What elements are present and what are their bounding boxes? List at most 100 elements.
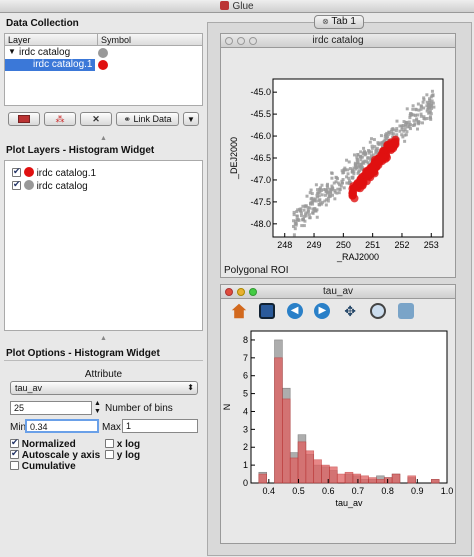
xlog-option[interactable]: x log <box>105 439 140 450</box>
scatter-point-gray <box>356 152 360 156</box>
scatter-point-gray <box>370 144 374 148</box>
layer-color-dot <box>23 180 34 190</box>
scatter-plot[interactable]: 248 249 250 251 252 253 -45.0 -45.5 -46.0 -46.5 -4… <box>221 49 455 264</box>
dots-icon: ⁂ <box>55 114 65 124</box>
histogram-plot[interactable]: 0.4 0.5 0.6 0.7 0.8 0.9 1.0 0 1 2 3 4 5 6 7 8 tau_av N <box>221 323 455 545</box>
scatter-point-gray <box>315 193 319 197</box>
tree-expand-icon[interactable]: ▼ <box>8 47 16 56</box>
plot-layers-list[interactable]: irdc catalog.1 irdc catalog <box>4 160 203 331</box>
link-data-button[interactable]: ⚭ Link Data <box>116 112 179 126</box>
scatter-point-gray <box>394 129 398 133</box>
tab-1[interactable]: ⊗ Tab 1 <box>314 15 364 29</box>
scatter-point-gray <box>324 189 328 193</box>
minimize-window-icon[interactable] <box>237 37 245 45</box>
cumulative-label: Cumulative <box>21 461 76 472</box>
scatter-point-gray <box>387 130 391 134</box>
min-input[interactable]: 0.34 <box>25 419 99 433</box>
scatter-point-gray <box>370 146 374 150</box>
ylog-option[interactable]: y log <box>105 450 140 461</box>
layer-item[interactable]: irdc catalog.1 <box>12 166 97 179</box>
histogram-window: tau_av ◀ ▶ ✥ 0.4 0.5 0.6 0.7 0.8 0.9 1.0 0 1 2 3 4 5… <box>220 284 456 544</box>
scatter-point-gray <box>414 107 418 111</box>
tree-item-irdc-catalog-1[interactable]: irdc catalog.1 <box>5 59 95 71</box>
attribute-combo[interactable]: tau_av ⬍ <box>10 381 198 395</box>
scatter-point-gray <box>408 127 412 131</box>
scatter-point-gray <box>369 150 373 154</box>
forward-icon[interactable]: ▶ <box>314 303 331 319</box>
close-tab-icon[interactable]: ⊗ <box>322 17 329 26</box>
bins-input[interactable]: 25 <box>10 401 92 415</box>
histogram-window-title: tau_av <box>322 286 354 297</box>
data-collection-tree[interactable]: Layer Symbol ▼ irdc catalog irdc catalog… <box>4 33 203 106</box>
scatter-point-gray <box>316 191 320 195</box>
pan-icon[interactable]: ✥ <box>344 303 356 319</box>
delete-button[interactable]: ✕ <box>80 112 112 126</box>
layer-item[interactable]: irdc catalog <box>12 179 88 192</box>
scatter-point-gray <box>416 102 420 106</box>
x-tick-label: 252 <box>394 240 409 250</box>
scatter-point-gray <box>334 175 338 179</box>
close-window-icon[interactable] <box>225 288 233 296</box>
y-axis-label: _DEJ2000 <box>229 137 239 180</box>
scatter-point-gray <box>338 188 342 192</box>
scatter-point-gray <box>369 137 373 141</box>
scatter-point-gray <box>292 219 296 223</box>
autoscale-checkbox[interactable] <box>10 448 19 459</box>
scatter-point-gray <box>294 223 298 227</box>
layer-checkbox[interactable] <box>12 166 21 177</box>
scatter-point-gray <box>293 227 297 231</box>
splitter-handle[interactable]: ▲ <box>100 335 107 342</box>
min-label: Min <box>10 422 27 433</box>
scatter-point-gray <box>301 204 305 208</box>
scatter-point-gray <box>304 214 308 218</box>
histogram-bar-red <box>360 475 369 484</box>
symbol-dot-red[interactable] <box>98 60 108 70</box>
bins-stepper[interactable]: ▲ ▼ <box>94 400 101 415</box>
autoscale-option[interactable]: Autoscale y axis <box>10 448 100 461</box>
max-input[interactable]: 1 <box>122 419 198 433</box>
new-subset-button[interactable]: ⁂ <box>44 112 76 126</box>
min-value: 0.34 <box>30 422 48 432</box>
ylog-checkbox[interactable] <box>105 450 114 459</box>
more-button[interactable]: ▼ <box>183 112 199 126</box>
link-icon: ⚭ <box>123 114 131 124</box>
normalized-option[interactable]: Normalized <box>10 437 76 450</box>
scatter-point-gray <box>426 106 430 110</box>
folder-icon <box>18 115 30 123</box>
minimize-window-icon[interactable] <box>237 288 245 296</box>
cumulative-option[interactable]: Cumulative <box>10 461 76 472</box>
y-tick-label: 1 <box>243 460 248 470</box>
histogram-bar-red <box>383 477 393 484</box>
layer-checkbox[interactable] <box>12 179 21 190</box>
close-window-icon[interactable] <box>225 37 233 45</box>
scatter-point-gray <box>416 113 419 117</box>
scatter-point-gray <box>407 125 411 129</box>
zoom-window-icon[interactable] <box>249 37 257 45</box>
scatter-point-gray <box>430 103 434 107</box>
scatter-point-gray <box>326 190 330 194</box>
symbol-dot-gray[interactable] <box>98 48 108 58</box>
xlog-checkbox[interactable] <box>105 439 114 448</box>
tree-item-label: irdc catalog <box>19 47 71 58</box>
tree-item-irdc-catalog[interactable]: ▼ irdc catalog <box>5 47 202 59</box>
normalized-checkbox[interactable] <box>10 437 19 448</box>
save-icon[interactable] <box>258 303 275 319</box>
layer-label: irdc catalog.1 <box>36 168 97 179</box>
histogram-bar-red <box>274 357 283 484</box>
scatter-point-gray <box>431 101 435 105</box>
new-data-button[interactable] <box>8 112 40 126</box>
y-tick-label: 6 <box>243 371 248 381</box>
data-collection-title: Data Collection <box>6 18 79 29</box>
cumulative-checkbox[interactable] <box>10 461 19 470</box>
configure-icon[interactable] <box>397 303 414 319</box>
scatter-point-gray <box>369 154 373 158</box>
scatter-point-gray <box>369 158 373 162</box>
scatter-point-gray <box>360 166 364 170</box>
scatter-point-gray <box>373 145 377 149</box>
zoom-window-icon[interactable] <box>249 288 257 296</box>
home-icon[interactable] <box>231 303 247 319</box>
splitter-handle[interactable]: ▲ <box>100 135 107 142</box>
zoom-icon[interactable] <box>369 303 386 319</box>
scatter-point-gray <box>411 107 415 111</box>
back-icon[interactable]: ◀ <box>286 303 303 319</box>
